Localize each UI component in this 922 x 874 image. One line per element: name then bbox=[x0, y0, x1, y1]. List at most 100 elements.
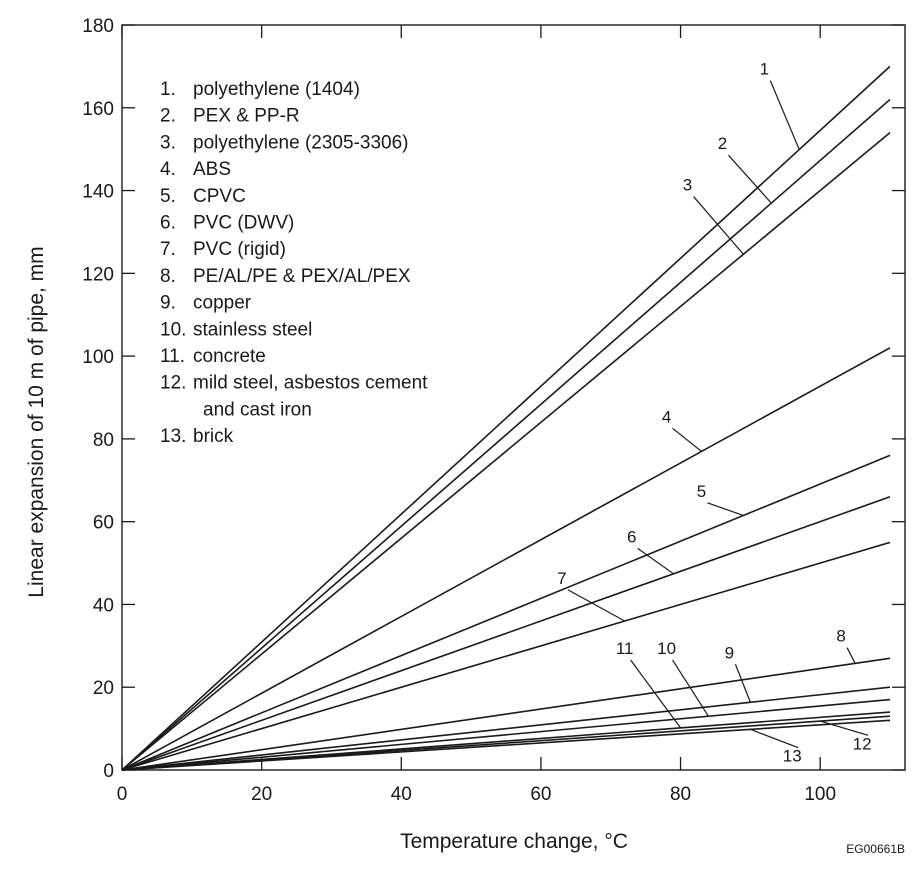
line-label-2: 2 bbox=[718, 134, 727, 153]
series-layer bbox=[121, 65, 891, 771]
y-tick-label: 80 bbox=[93, 430, 114, 451]
legend-item: 10. stainless steel bbox=[160, 319, 312, 340]
line-label-1: 1 bbox=[760, 60, 769, 79]
legend-item-number: 13. bbox=[160, 426, 186, 447]
series-line-6 bbox=[121, 496, 891, 771]
leader-line-2 bbox=[727, 154, 772, 204]
legend-item: 5. CPVC bbox=[160, 186, 246, 207]
leader-line-6 bbox=[637, 547, 674, 575]
series-line-8 bbox=[121, 657, 891, 771]
legend-item-number: 1. bbox=[160, 79, 176, 100]
legend-item-number: 7. bbox=[160, 239, 176, 260]
y-tick-label: 40 bbox=[93, 595, 114, 616]
legend-item-label: stainless steel bbox=[193, 319, 312, 340]
legend-item-number: 12. bbox=[160, 373, 186, 394]
legend-item: 2. PEX & PP-R bbox=[160, 106, 300, 127]
y-tick-label: 60 bbox=[93, 513, 114, 534]
legend-item-label: CPVC bbox=[193, 186, 246, 207]
series-line-13 bbox=[121, 719, 891, 771]
legend-item-label: PE/AL/PE & PEX/AL/PEX bbox=[193, 266, 411, 287]
y-tick-label: 180 bbox=[82, 16, 114, 37]
y-tick-label: 120 bbox=[82, 264, 114, 285]
series-line-1 bbox=[121, 65, 891, 771]
legend-item-number: 2. bbox=[160, 106, 176, 127]
series-line-10 bbox=[121, 698, 891, 771]
line-label-13: 13 bbox=[783, 747, 802, 766]
line-label-5: 5 bbox=[697, 482, 706, 501]
leader-line-5 bbox=[707, 502, 744, 517]
legend-item-label: polyethylene (1404) bbox=[193, 79, 360, 100]
legend-item-number: 11. bbox=[160, 346, 185, 367]
line-label-8: 8 bbox=[836, 627, 845, 646]
series-line-4 bbox=[121, 347, 891, 771]
leader-line-4 bbox=[672, 427, 702, 452]
x-tick-label: 40 bbox=[391, 784, 412, 805]
leader-line-8 bbox=[846, 647, 856, 664]
legend-item: 6. PVC (DWV) bbox=[160, 213, 294, 234]
x-tick-label: 60 bbox=[530, 784, 551, 805]
line-label-6: 6 bbox=[627, 527, 636, 546]
legend-item: 3. polyethylene (2305-3306) bbox=[160, 132, 409, 153]
legend-item-number: 3. bbox=[160, 132, 176, 153]
series-line-3 bbox=[121, 131, 891, 771]
legend-item-number: 10. bbox=[160, 319, 186, 340]
leader-line-13 bbox=[750, 728, 799, 749]
legend-item: 9. copper bbox=[160, 293, 252, 314]
line-label-7: 7 bbox=[557, 569, 566, 588]
legend-item-label: brick bbox=[193, 426, 234, 447]
legend-item: 4. ABS bbox=[160, 159, 231, 180]
series-line-2 bbox=[121, 98, 891, 771]
line-label-3: 3 bbox=[683, 176, 692, 195]
legend-item-label: ABS bbox=[193, 159, 231, 180]
legend-item: 7. PVC (rigid) bbox=[160, 239, 286, 260]
legend-item-label: copper bbox=[193, 293, 252, 314]
leader-line-1 bbox=[769, 80, 800, 150]
legend-item-label: concrete bbox=[193, 346, 266, 367]
series-line-5 bbox=[121, 454, 891, 771]
legend-item-number: 9. bbox=[160, 293, 176, 314]
legend-item-label: polyethylene (2305-3306) bbox=[193, 132, 409, 153]
y-tick-label: 100 bbox=[82, 347, 114, 368]
legend-item-number: 6. bbox=[160, 213, 176, 234]
x-axis-title: Temperature change, °C bbox=[400, 830, 628, 853]
line-label-10: 10 bbox=[657, 639, 676, 658]
line-label-12: 12 bbox=[853, 734, 872, 753]
y-tick-label: 160 bbox=[82, 99, 114, 120]
series-line-9 bbox=[121, 686, 891, 771]
x-tick-label: 20 bbox=[251, 784, 272, 805]
figure-code: EG00661B bbox=[846, 842, 905, 856]
legend-item-number: 5. bbox=[160, 186, 176, 207]
series-line-7 bbox=[121, 541, 891, 771]
legend-item-label: mild steel, asbestos cement bbox=[193, 373, 428, 394]
leader-line-11 bbox=[630, 659, 682, 729]
x-tick-label: 80 bbox=[670, 784, 691, 805]
y-tick-label: 0 bbox=[103, 761, 114, 782]
y-axis-title: Linear expansion of 10 m of pipe, mm bbox=[25, 246, 48, 597]
legend-item: and cast iron bbox=[203, 399, 312, 420]
y-tick-label: 20 bbox=[93, 678, 114, 699]
x-tick-label: 0 bbox=[117, 784, 128, 805]
legend: 1. polyethylene (1404) 2. PEX & PP-R 3. polye… bbox=[160, 79, 428, 447]
leader-line-12 bbox=[820, 720, 869, 736]
legend-item-label: PEX & PP-R bbox=[193, 106, 300, 127]
line-label-9: 9 bbox=[725, 643, 734, 662]
y-tick-label: 140 bbox=[82, 182, 114, 203]
line-label-11: 11 bbox=[616, 639, 634, 658]
leader-line-7 bbox=[567, 589, 625, 622]
legend-item-label: and cast iron bbox=[203, 399, 312, 420]
legend-item-label: PVC (rigid) bbox=[193, 239, 286, 260]
leader-line-10 bbox=[672, 659, 709, 717]
leader-line-3 bbox=[693, 196, 744, 255]
legend-item-number: 8. bbox=[160, 266, 176, 287]
legend-item: 1. polyethylene (1404) bbox=[160, 79, 360, 100]
plot-frame bbox=[121, 24, 906, 771]
line-label-4: 4 bbox=[662, 407, 671, 426]
legend-item-number: 4. bbox=[160, 159, 176, 180]
x-tick-label: 100 bbox=[804, 784, 836, 805]
legend-item: 13. brick bbox=[160, 426, 234, 447]
legend-item: 12. mild steel, asbestos cement bbox=[160, 373, 428, 394]
legend-item-label: PVC (DWV) bbox=[193, 213, 294, 234]
legend-item: 8. PE/AL/PE & PEX/AL/PEX bbox=[160, 266, 411, 287]
